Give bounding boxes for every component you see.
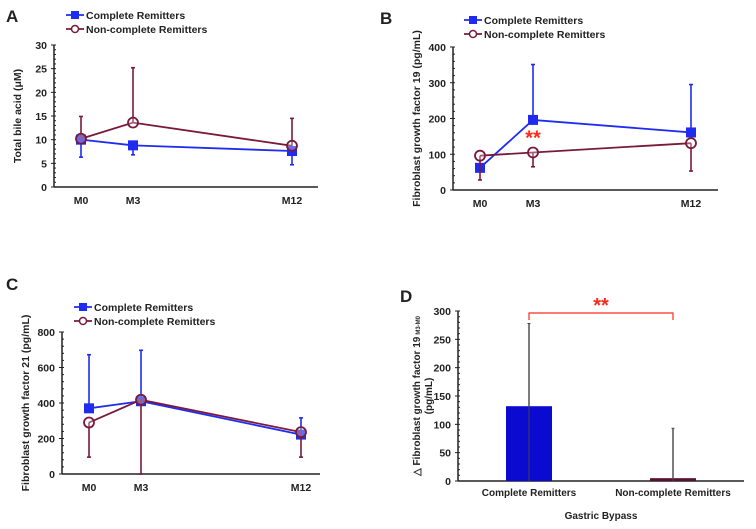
series-line <box>479 119 692 169</box>
legend-label: Non-complete Remitters <box>484 29 606 41</box>
x-tick-label: M3 <box>134 482 149 494</box>
data-point <box>84 403 94 414</box>
significance-marker: ** <box>593 295 609 317</box>
series-line <box>88 398 302 433</box>
x-tick-label: M0 <box>74 195 89 207</box>
x-tick-label: Non-complete Remitters <box>615 488 731 499</box>
legend-marker <box>78 316 88 326</box>
legend-label: Non-complete Remitters <box>86 24 208 36</box>
y-tick-label: 150 <box>433 391 451 403</box>
y-tick-label: 400 <box>428 42 446 54</box>
legend-marker <box>70 24 80 34</box>
x-tick-label: M3 <box>526 198 541 210</box>
data-point <box>76 134 86 145</box>
x-tick-label: M0 <box>82 482 97 494</box>
panel-label: A <box>6 7 18 26</box>
legend-marker <box>71 11 79 19</box>
significance-bracket <box>528 312 674 320</box>
legend-label: Complete Remitters <box>484 15 583 27</box>
y-tick-label: 200 <box>37 434 55 446</box>
legend-label: Non-complete Remitters <box>94 316 216 328</box>
y-tick-label: 100 <box>433 419 451 431</box>
y-tick-label: 0 <box>440 185 446 197</box>
y-tick-label: 250 <box>433 334 451 346</box>
panel-a: A 0 5 10 15 20 25 30 Total bile acid (μM) M0 M3 M12… <box>6 7 318 207</box>
y-axis-label: Fibroblast growth factor 19 (pg/mL) <box>411 30 423 207</box>
panel-label: D <box>400 287 412 306</box>
x-tick-label: Complete Remitters <box>482 488 577 499</box>
data-point <box>474 149 486 162</box>
data-point <box>685 137 697 150</box>
panel-label: C <box>6 275 18 294</box>
panel-b: B 0 100 200 300 400 Fibroblast growth factor 1… <box>380 9 718 210</box>
data-point <box>127 116 139 129</box>
legend-label: Complete Remitters <box>94 302 193 314</box>
data-point <box>75 132 87 145</box>
data-point <box>286 139 298 152</box>
y-axis-label-subscript: M3-M0 <box>416 315 422 334</box>
panel-c: C 0 200 400 600 800 Fibroblast growth factor 2… <box>6 275 320 494</box>
y-tick-label: 0 <box>41 182 47 194</box>
y-tick-label: 10 <box>35 135 47 147</box>
series-complete <box>76 134 297 166</box>
series-line <box>80 121 293 147</box>
series-noncomplete <box>75 66 298 152</box>
legend-marker <box>79 303 87 311</box>
data-point <box>686 127 696 138</box>
x-tick-label: M12 <box>282 195 303 207</box>
data-point <box>528 114 538 125</box>
legend-marker <box>469 16 477 24</box>
y-tick-label: 30 <box>35 40 47 52</box>
series-line <box>88 400 302 436</box>
data-point <box>135 393 147 406</box>
y-tick-label: 0 <box>445 476 451 488</box>
x-tick-label: M0 <box>473 198 488 210</box>
y-tick-label: 800 <box>37 327 55 339</box>
y-tick-label: 300 <box>433 306 451 318</box>
y-tick-label: 15 <box>35 111 47 123</box>
y-tick-label: 200 <box>433 363 451 375</box>
series-line <box>479 142 692 157</box>
y-axis-label: Fibroblast growth factor 21 (pg/mL) <box>20 315 32 492</box>
data-point <box>527 146 539 159</box>
y-axis-label-unit: (pg/mL) <box>424 378 435 415</box>
series-noncomplete <box>83 393 307 475</box>
x-tick-label: M3 <box>126 195 141 207</box>
y-axis-label: Total bile acid (μM) <box>12 69 24 163</box>
y-tick-label: 25 <box>35 64 47 76</box>
legend-label: Complete Remitters <box>86 10 185 22</box>
data-point <box>83 416 95 429</box>
panel-label: B <box>380 9 392 28</box>
y-tick-label: 50 <box>439 448 451 460</box>
data-point <box>295 426 307 439</box>
x-tick-label: M12 <box>291 482 312 494</box>
panel-d: D 0 50 100 150 200 250 300 △ Fibroblast growth f… <box>400 287 744 522</box>
y-tick-label: 200 <box>428 114 446 126</box>
legend-marker <box>468 29 478 39</box>
y-tick-label: 20 <box>35 87 47 99</box>
y-tick-label: 5 <box>41 158 47 170</box>
y-tick-label: 0 <box>49 469 55 481</box>
series-noncomplete <box>474 137 697 181</box>
y-tick-label: 600 <box>37 363 55 375</box>
y-tick-label: 300 <box>428 78 446 90</box>
y-axis-label-main: △ Fibroblast growth factor 19 <box>412 336 423 477</box>
x-tick-label: M12 <box>681 198 702 210</box>
series-complete <box>475 63 696 173</box>
x-axis-label: Gastric Bypass <box>565 511 638 522</box>
y-axis-label: △ Fibroblast growth factor 19 M3-M0 <box>412 315 423 477</box>
data-point <box>128 140 138 151</box>
significance-marker: ** <box>525 127 541 149</box>
y-tick-label: 400 <box>37 398 55 410</box>
y-tick-label: 100 <box>428 149 446 161</box>
